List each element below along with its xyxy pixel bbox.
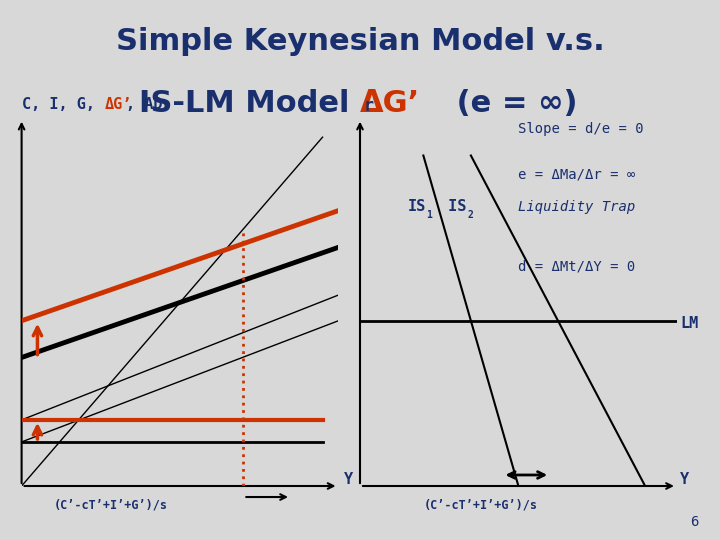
Text: 1: 1	[426, 210, 433, 220]
Text: , AD: , AD	[126, 97, 163, 112]
Text: (C’-cT’+I’+G’)/s: (C’-cT’+I’+G’)/s	[423, 498, 537, 511]
Text: 6: 6	[690, 515, 698, 529]
Text: ΔG’: ΔG’	[104, 97, 132, 112]
Text: LM: LM	[680, 316, 698, 331]
Text: ΔG’: ΔG’	[360, 89, 420, 118]
Text: Slope = d/e = 0: Slope = d/e = 0	[518, 122, 644, 136]
Text: (e = ∞): (e = ∞)	[446, 89, 578, 118]
Text: IS-LM Model: IS-LM Model	[139, 89, 360, 118]
Text: d = ΔMt/ΔY = 0: d = ΔMt/ΔY = 0	[518, 259, 636, 273]
Text: (C’-cT’+I’+G’)/s: (C’-cT’+I’+G’)/s	[53, 498, 167, 511]
Text: IS: IS	[439, 199, 467, 214]
Text: Y: Y	[680, 472, 689, 487]
Text: Liquidity Trap: Liquidity Trap	[518, 200, 636, 214]
Text: Simple Keynesian Model v.s.: Simple Keynesian Model v.s.	[116, 27, 604, 56]
Text: e = ΔMa/Δr = ∞: e = ΔMa/Δr = ∞	[518, 167, 636, 181]
Text: IS: IS	[408, 199, 426, 214]
Text: 2: 2	[468, 210, 474, 220]
Text: Y: Y	[344, 472, 354, 487]
Text: C, I, G,: C, I, G,	[22, 97, 104, 112]
Text: r: r	[364, 97, 374, 115]
